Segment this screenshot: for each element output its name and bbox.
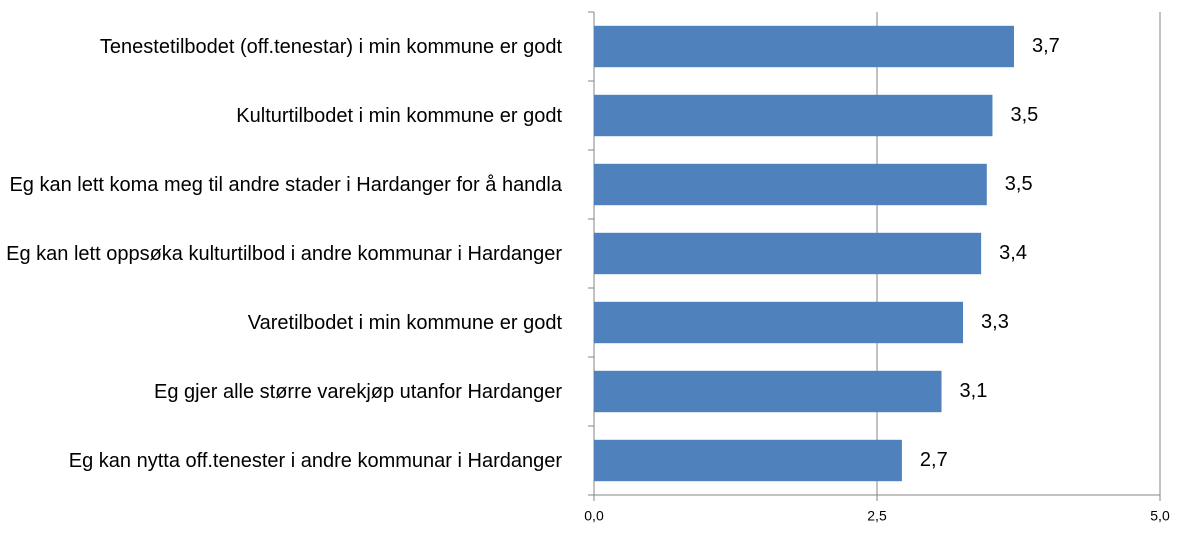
bar <box>594 232 982 275</box>
category-text: Kulturtilbodet i min kommune er godt <box>236 104 562 127</box>
bar <box>594 94 993 137</box>
x-tick-label: 2,5 <box>867 508 887 524</box>
category-text: Varetilbodet i min kommune er godt <box>247 311 562 334</box>
bar <box>594 301 964 344</box>
value-label: 3,4 <box>999 242 1027 264</box>
bar <box>594 25 1014 68</box>
bar <box>594 439 902 482</box>
category-text: Eg kan nytta off.tenester i andre kommun… <box>68 449 562 472</box>
category-label: Eg kan lett koma meg til andre stader i … <box>0 171 562 199</box>
bar <box>594 370 942 413</box>
category-label: Eg kan lett oppsøka kulturtilbod i andre… <box>0 240 562 268</box>
value-label: 3,5 <box>1005 173 1033 195</box>
category-label: Kulturtilbodet i min kommune er godt <box>0 102 562 130</box>
value-label: 3,7 <box>1032 35 1060 57</box>
category-label: Tenestetilbodet (off.tenestar) i min kom… <box>0 33 562 61</box>
category-label: Eg gjer alle større varekjøp utanfor Har… <box>0 378 562 406</box>
value-label: 2,7 <box>920 449 948 471</box>
category-text: Eg kan lett oppsøka kulturtilbod i andre… <box>6 242 562 265</box>
value-label: 3,1 <box>960 380 988 402</box>
x-tick-label: 0,0 <box>584 508 604 524</box>
bar <box>594 163 987 206</box>
category-text: Tenestetilbodet (off.tenestar) i min kom… <box>99 35 562 58</box>
category-label: Varetilbodet i min kommune er godt <box>0 309 562 337</box>
category-label: Eg kan nytta off.tenester i andre kommun… <box>0 447 562 475</box>
category-text: Eg kan lett koma meg til andre stader i … <box>9 173 562 196</box>
x-tick-label: 5,0 <box>1150 508 1170 524</box>
value-label: 3,5 <box>1010 104 1038 126</box>
category-text: Eg gjer alle større varekjøp utanfor Har… <box>154 380 562 403</box>
value-label: 3,3 <box>981 311 1009 333</box>
